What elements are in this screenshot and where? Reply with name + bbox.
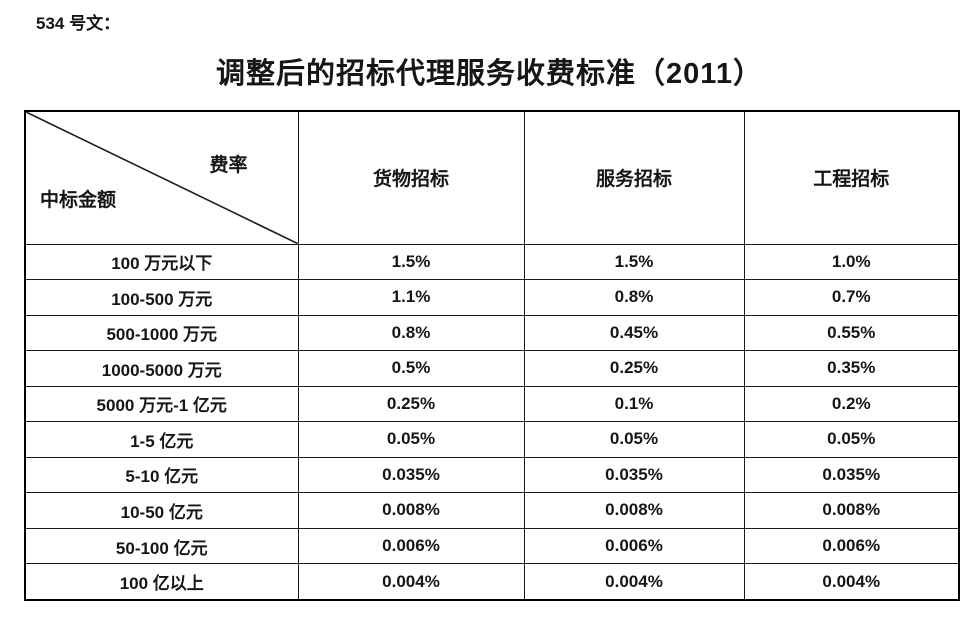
- row-label: 10-50 亿元: [24, 492, 299, 529]
- page-title: 调整后的招标代理服务收费标准（2011）: [216, 58, 763, 90]
- row-label: 500-1000 万元: [24, 314, 299, 352]
- rate-cell: 0.35%: [743, 350, 960, 387]
- rate-cell: 0.05%: [523, 421, 745, 458]
- rate-cell: 0.05%: [297, 421, 525, 458]
- rate-cell: 0.25%: [297, 385, 525, 423]
- row-label: 1-5 亿元: [24, 421, 299, 458]
- table-row: 100-500 万元 1.1% 0.8% 0.7%: [24, 279, 960, 316]
- rate-cell: 0.035%: [743, 456, 960, 494]
- rate-cell: 0.006%: [743, 527, 960, 565]
- rate-cell: 0.008%: [743, 492, 960, 529]
- rate-cell: 1.1%: [297, 279, 525, 316]
- corner-label-rate: 费率: [209, 155, 248, 176]
- rate-cell: 1.5%: [297, 243, 525, 281]
- rate-cell: 0.008%: [523, 492, 745, 529]
- rate-cell: 0.004%: [743, 563, 960, 601]
- table-row: 100 亿以上 0.004% 0.004% 0.004%: [24, 563, 960, 601]
- table-row: 500-1000 万元 0.8% 0.45% 0.55%: [24, 314, 960, 352]
- rate-cell: 0.8%: [297, 314, 525, 352]
- rate-cell: 0.035%: [523, 456, 745, 494]
- rate-cell: 0.05%: [743, 421, 960, 458]
- rate-cell: 0.8%: [523, 279, 745, 316]
- rate-cell: 1.5%: [523, 243, 745, 281]
- column-header-service-bidding: 服务招标: [523, 110, 745, 245]
- rate-cell: 0.004%: [297, 563, 525, 601]
- row-label: 100 万元以下: [24, 243, 299, 281]
- rate-cell: 0.55%: [743, 314, 960, 352]
- table-row: 5000 万元-1 亿元 0.25% 0.1% 0.2%: [24, 385, 960, 423]
- corner-header-cell: 费率 中标金额: [24, 110, 299, 245]
- rate-cell: 0.008%: [297, 492, 525, 529]
- rate-cell: 1.0%: [743, 243, 960, 281]
- row-label: 5000 万元-1 亿元: [24, 385, 299, 423]
- doc-number-label: 534 号文：: [36, 14, 121, 33]
- rate-cell: 0.2%: [743, 385, 960, 423]
- row-label: 100-500 万元: [24, 279, 299, 316]
- rate-cell: 0.1%: [523, 385, 745, 423]
- rate-cell: 0.006%: [523, 527, 745, 565]
- row-label: 1000-5000 万元: [24, 350, 299, 387]
- table-row: 1000-5000 万元 0.5% 0.25% 0.35%: [24, 350, 960, 387]
- column-header-goods-bidding: 货物招标: [297, 110, 525, 245]
- rate-cell: 0.006%: [297, 527, 525, 565]
- row-label: 50-100 亿元: [24, 527, 299, 565]
- rate-cell: 0.25%: [523, 350, 745, 387]
- table-row: 100 万元以下 1.5% 1.5% 1.0%: [24, 243, 960, 281]
- column-header-engineering-bidding: 工程招标: [743, 110, 960, 245]
- table-row: 1-5 亿元 0.05% 0.05% 0.05%: [24, 421, 960, 458]
- table-row: 10-50 亿元 0.008% 0.008% 0.008%: [24, 492, 960, 529]
- row-label: 100 亿以上: [24, 563, 299, 601]
- row-label: 5-10 亿元: [24, 456, 299, 494]
- rate-cell: 0.7%: [743, 279, 960, 316]
- table-row: 5-10 亿元 0.035% 0.035% 0.035%: [24, 456, 960, 494]
- rate-cell: 0.004%: [523, 563, 745, 601]
- fee-rate-table: 费率 中标金额 货物招标 服务招标 工程招标 100 万元以下 1.5% 1.5…: [24, 110, 960, 601]
- rate-cell: 0.035%: [297, 456, 525, 494]
- diagonal-divider-line: [26, 112, 298, 244]
- table-row: 50-100 亿元 0.006% 0.006% 0.006%: [24, 527, 960, 565]
- rate-cell: 0.5%: [297, 350, 525, 387]
- corner-label-bid-amount: 中标金额: [40, 189, 117, 211]
- header-row: 费率 中标金额 货物招标 服务招标 工程招标: [24, 110, 960, 245]
- rate-cell: 0.45%: [523, 314, 745, 352]
